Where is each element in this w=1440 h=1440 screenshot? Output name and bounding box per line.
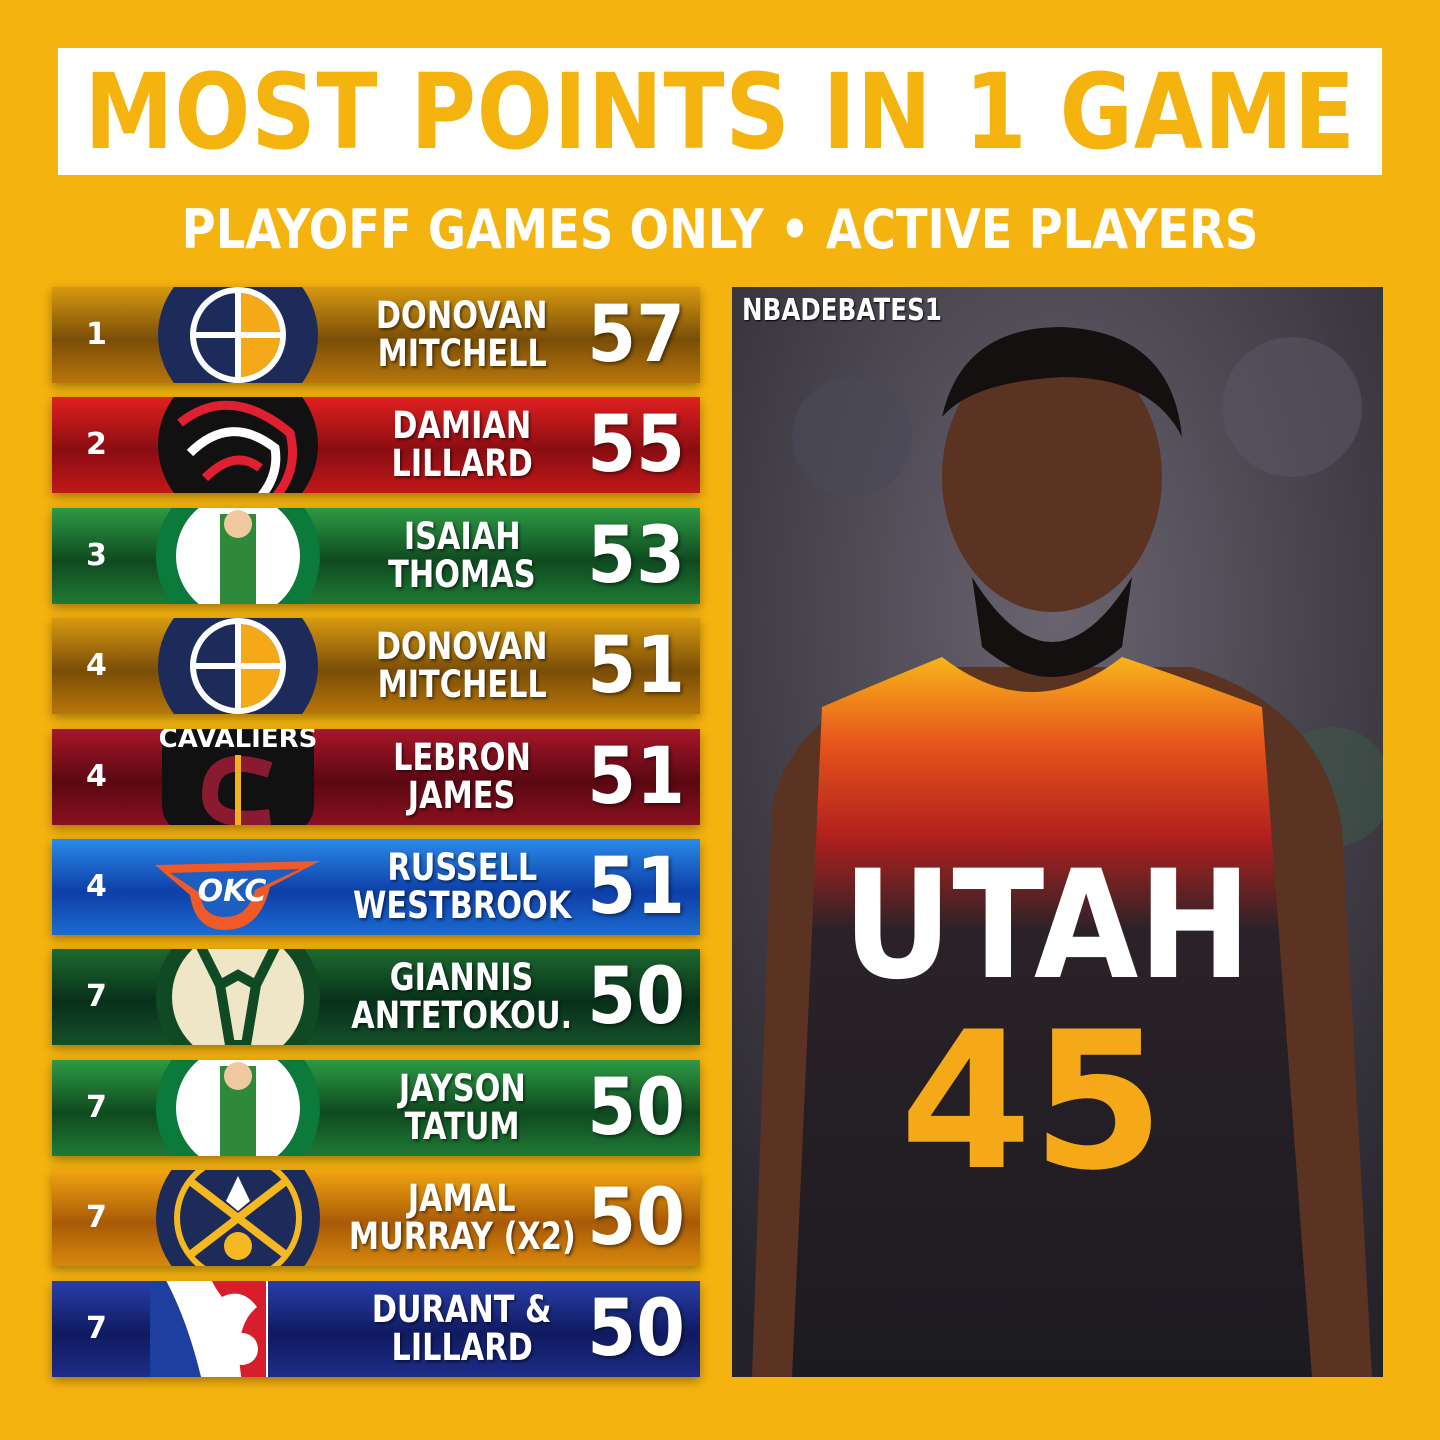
- player-last-name: JAMES: [408, 773, 516, 817]
- ranking-row: 1 DONOVAN MITCHELL 57: [52, 287, 700, 383]
- player-first-name: RUSSELL: [387, 846, 537, 889]
- thunder-logo-icon: OKC: [155, 861, 320, 930]
- ranking-row: 7 DURANT & LILLARD 50: [52, 1280, 700, 1377]
- rank-number: 1: [86, 317, 107, 352]
- points-value: 50: [587, 1062, 685, 1153]
- points-value: 50: [587, 1173, 685, 1264]
- player-first-name: ISAIAH: [403, 514, 521, 558]
- points-value: 51: [587, 842, 685, 932]
- subtitle: PLAYOFF GAMES ONLY • ACTIVE PLAYERS: [181, 198, 1259, 261]
- player-last-name: MITCHELL: [377, 332, 547, 375]
- player-first-name: JAYSON: [398, 1066, 526, 1110]
- player-name: DONOVAN MITCHELL: [342, 618, 582, 714]
- jazz-logo-icon: [158, 618, 318, 715]
- ranking-row: 4 CAVALIERS LEBRON JAMES 51: [52, 728, 700, 825]
- rank-number: 7: [86, 1310, 107, 1346]
- player-photo-illustration: UTAH 45: [732, 287, 1383, 1377]
- points-value: 57: [587, 290, 685, 380]
- ranking-row: 7 GIANNIS ANTETOKOU. 50: [52, 949, 700, 1046]
- rank-number: 7: [86, 1089, 107, 1125]
- player-first-name: DURANT &: [372, 1287, 552, 1331]
- watermark: NBADEBATES1: [742, 293, 942, 328]
- player-last-name: LILLARD: [391, 1325, 533, 1369]
- ranking-row: 2 DAMIAN LILLARD 55: [52, 397, 700, 494]
- player-name: RUSSELL WESTBROOK: [342, 839, 582, 935]
- blazers-logo-icon: [158, 397, 318, 494]
- rank-number: 3: [86, 537, 107, 573]
- points-value: 51: [587, 731, 685, 822]
- points-value: 50: [587, 952, 685, 1043]
- player-first-name: JAMAL: [408, 1177, 516, 1221]
- jersey-number: 45: [900, 991, 1164, 1212]
- ranking-row: 4 DONOVAN MITCHELL 51: [52, 618, 700, 715]
- points-value: 50: [587, 1283, 685, 1374]
- player-first-name: GIANNIS: [390, 956, 534, 1000]
- svg-text:OKC: OKC: [198, 874, 267, 909]
- player-name: LEBRON JAMES: [342, 729, 582, 825]
- bucks-logo-icon: [156, 949, 320, 1046]
- jersey-text: UTAH: [843, 838, 1252, 1012]
- jazz-logo-icon: [158, 287, 318, 383]
- nba-logo-icon: [150, 1280, 268, 1377]
- rank-number: 2: [86, 427, 107, 463]
- title-banner: MOST POINTS IN 1 GAME: [58, 48, 1382, 175]
- svg-text:CAVALIERS: CAVALIERS: [159, 729, 318, 754]
- player-last-name: WESTBROOK: [352, 884, 572, 927]
- player-first-name: LEBRON: [393, 735, 531, 779]
- player-name: DONOVAN MITCHELL: [342, 287, 582, 383]
- player-last-name: THOMAS: [388, 552, 536, 596]
- rank-number: 4: [86, 758, 107, 794]
- ranking-row: 7 JAMAL MURRAY (X2) 50: [52, 1170, 700, 1267]
- player-first-name: DONOVAN: [376, 294, 548, 337]
- nuggets-logo-icon: [156, 1170, 320, 1267]
- player-last-name: LILLARD: [391, 442, 533, 486]
- player-last-name: MURRAY (X2): [348, 1215, 576, 1259]
- cavaliers-logo-icon: CAVALIERS: [159, 728, 318, 825]
- ranking-row: 3 ISAIAH THOMAS 53: [52, 507, 700, 604]
- ranking-row: 4 OKC RUSSELL WESTBROOK 51: [52, 839, 700, 935]
- page-title: MOST POINTS IN 1 GAME: [84, 50, 1356, 173]
- rank-number: 7: [86, 1200, 107, 1236]
- player-last-name: TATUM: [404, 1104, 520, 1148]
- rank-number: 7: [86, 979, 107, 1015]
- points-value: 55: [587, 400, 685, 491]
- celtics-logo-icon: [156, 507, 320, 604]
- player-name: GIANNIS ANTETOKOU.: [342, 949, 582, 1045]
- points-value: 51: [587, 621, 685, 712]
- player-first-name: DONOVAN: [376, 625, 548, 669]
- player-name: JAYSON TATUM: [342, 1060, 582, 1156]
- ranking-row: 7 JAYSON TATUM 50: [52, 1059, 700, 1156]
- player-name: DAMIAN LILLARD: [342, 397, 582, 493]
- player-first-name: DAMIAN: [392, 404, 532, 448]
- rank-number: 4: [86, 648, 107, 684]
- player-name: DURANT & LILLARD: [342, 1281, 582, 1377]
- player-name: JAMAL MURRAY (X2): [342, 1170, 582, 1266]
- player-name: ISAIAH THOMAS: [342, 508, 582, 604]
- player-last-name: ANTETOKOU.: [351, 994, 573, 1038]
- points-value: 53: [587, 510, 685, 601]
- celtics-logo-icon: [156, 1059, 320, 1156]
- player-last-name: MITCHELL: [377, 663, 547, 707]
- player-photo: UTAH 45 NBADEBATES1: [732, 287, 1383, 1377]
- rank-number: 4: [86, 869, 107, 904]
